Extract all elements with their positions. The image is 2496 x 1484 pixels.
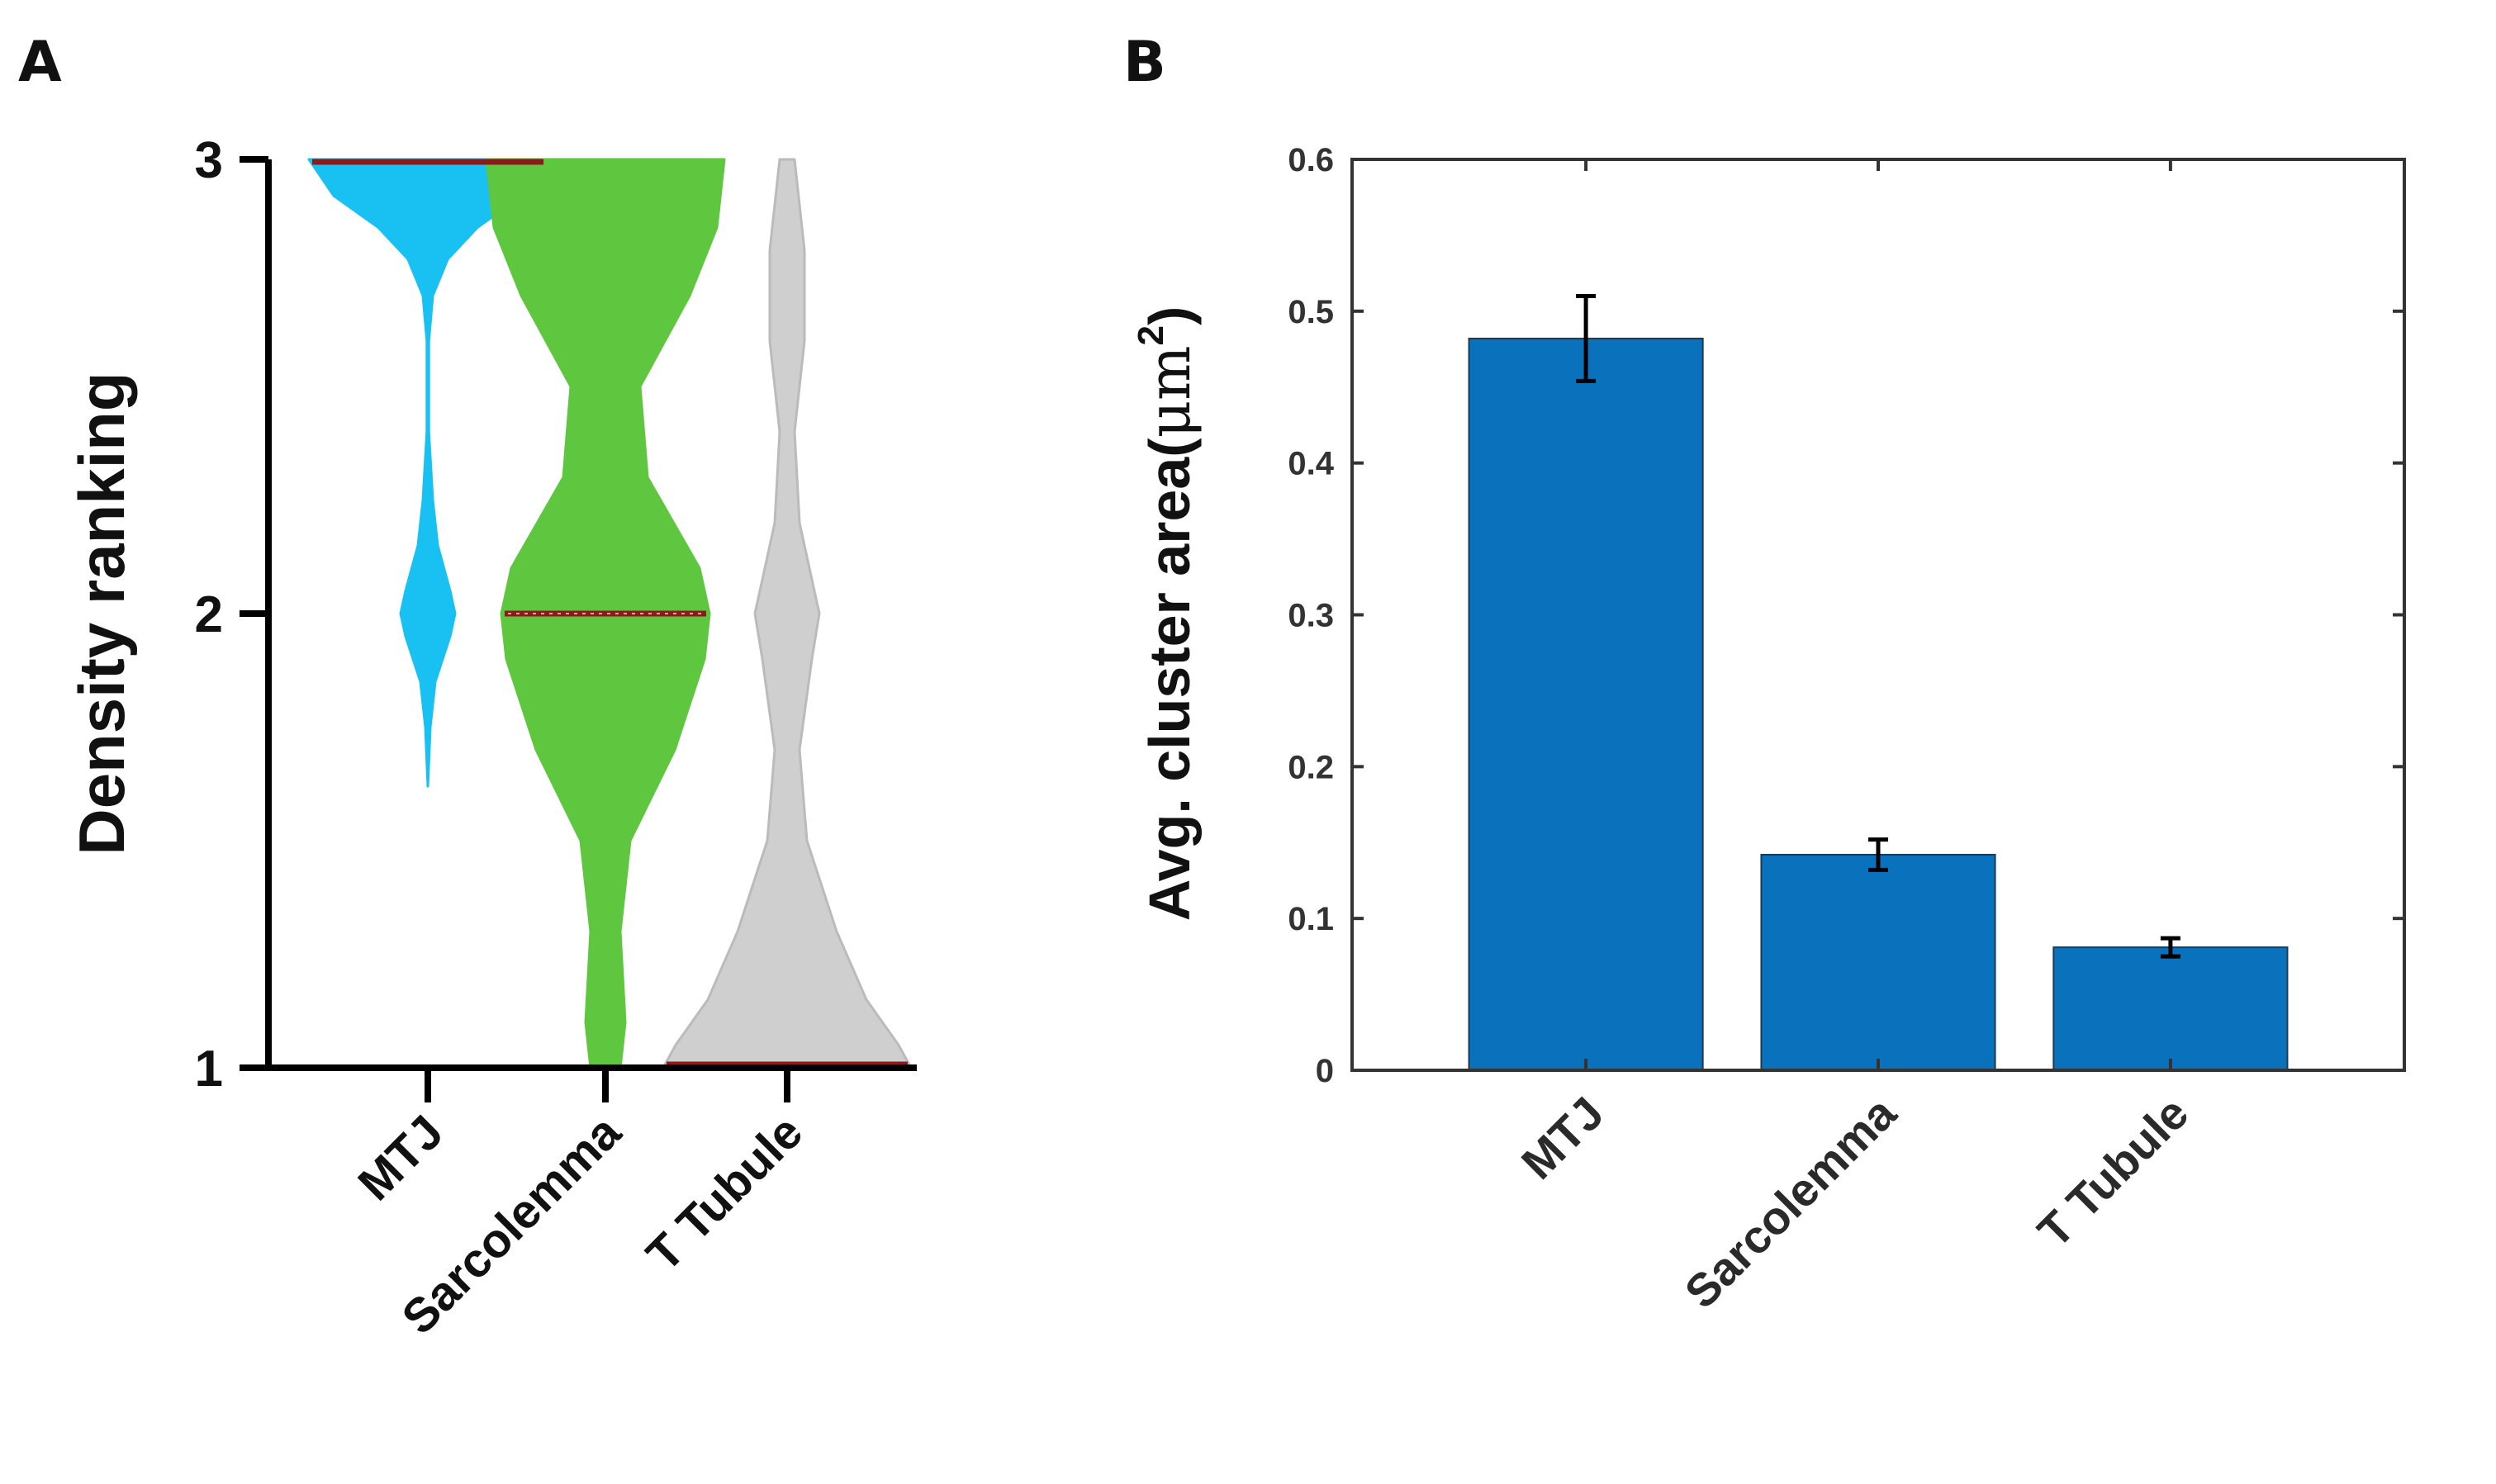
panel-label-b: B (1123, 30, 1166, 95)
bar-mtj (1468, 337, 1704, 1071)
bar-chart: 0 0.1 0.2 0.3 0.4 0.5 0.6 MTJ Sarcolemma T Tubul… (1131, 142, 2406, 1318)
bar-sarcolemma (1760, 853, 1996, 1071)
y-tick-label: 0.4 (1288, 446, 1334, 482)
y-ticks: 1 2 3 (195, 132, 268, 1098)
y-tick-label: 3 (195, 132, 223, 189)
y-tick-label: 0.6 (1288, 142, 1334, 178)
bar-group (1468, 337, 2289, 1071)
x-tick-label-t-tubule: T Tubule (2028, 1087, 2199, 1258)
x-tick-label-mtj: MTJ (1511, 1087, 1614, 1189)
y-tick-label: 0.5 (1288, 294, 1334, 330)
y-tick-label: 0.2 (1288, 749, 1334, 785)
y-tick-label: 2 (195, 586, 223, 643)
panel-label-a: A (18, 30, 62, 95)
y-axis-label: Avg. cluster area(μm2) (1131, 306, 1203, 922)
y-tick-label: 1 (195, 1041, 223, 1098)
y-axis-label-superscript: 2 (1131, 325, 1171, 345)
y-ticks: 0 0.1 0.2 0.3 0.4 0.5 0.6 (1288, 142, 2404, 1089)
violin-t-tubule (662, 158, 913, 1069)
y-tick-label: 0.3 (1288, 598, 1334, 634)
y-tick-label: 0.1 (1288, 901, 1334, 937)
y-axis-label-close: ) (1137, 306, 1202, 325)
bar-t-tubule (2052, 946, 2289, 1071)
y-axis-label-main: Avg. cluster area( (1137, 438, 1202, 922)
y-axis-label-unit: μm (1136, 346, 1203, 439)
x-tick-label-mtj: MTJ (348, 1105, 453, 1211)
y-tick-label: 0 (1316, 1053, 1334, 1089)
x-tick-label-t-tubule: T Tubule (636, 1105, 813, 1282)
errorbar-group (1576, 293, 2180, 959)
x-tick-label-sarcolemma: Sarcolemma (1674, 1086, 1906, 1318)
y-axis-label: Density ranking (65, 372, 138, 855)
